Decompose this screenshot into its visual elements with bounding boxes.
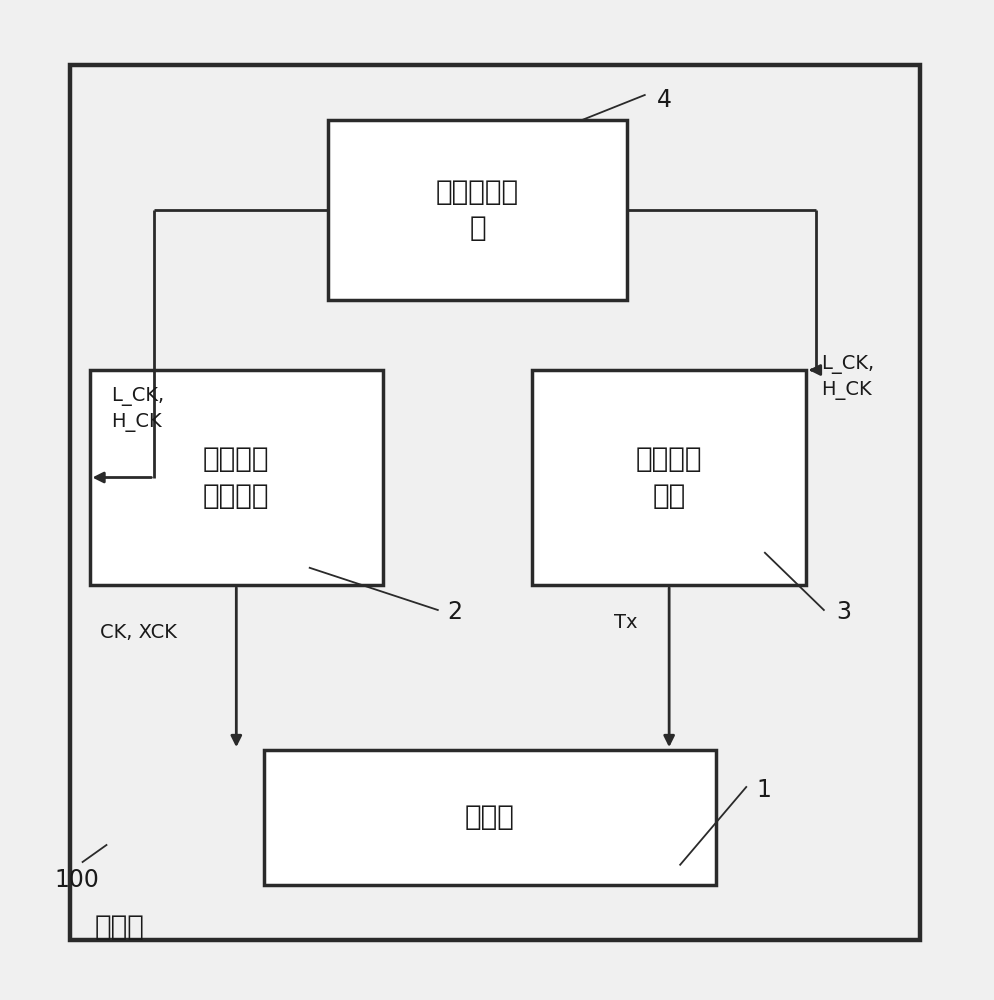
Text: 显示器: 显示器 xyxy=(94,913,144,941)
Text: 3: 3 xyxy=(835,600,850,624)
Bar xyxy=(263,750,716,885)
Text: L_CK,
H_CK: L_CK, H_CK xyxy=(820,356,873,400)
Text: 1: 1 xyxy=(755,778,770,802)
Text: L_CK,
H_CK: L_CK, H_CK xyxy=(111,387,164,432)
Text: Tx: Tx xyxy=(613,612,637,632)
Bar xyxy=(532,370,805,585)
Text: 2: 2 xyxy=(447,600,462,624)
Bar xyxy=(89,370,383,585)
Bar xyxy=(70,65,919,940)
Text: 触摸屏: 触摸屏 xyxy=(464,804,515,832)
Text: 触控扫描
单元: 触控扫描 单元 xyxy=(635,445,702,510)
Bar xyxy=(328,120,626,300)
Text: 100: 100 xyxy=(55,868,99,892)
Text: 闸极信号
扫描单元: 闸极信号 扫描单元 xyxy=(203,445,269,510)
Text: 时序控制单
元: 时序控制单 元 xyxy=(435,178,519,242)
Text: 4: 4 xyxy=(656,88,671,112)
Text: CK, XCK: CK, XCK xyxy=(99,624,176,643)
